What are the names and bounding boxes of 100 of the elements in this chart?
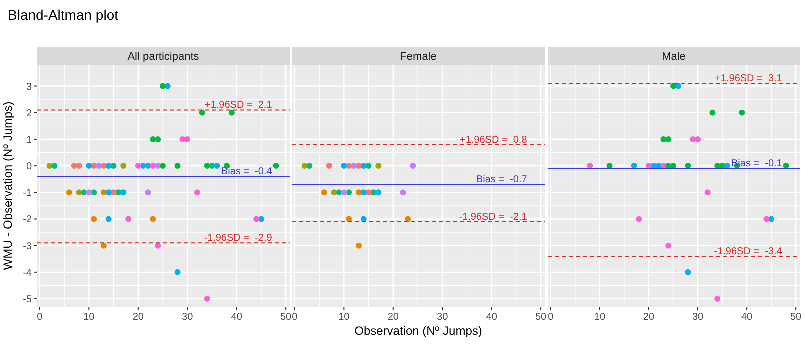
x-tick-label: 30 (182, 312, 194, 323)
y-axis-title: WMU - Observation (Nº Jumps) (1, 102, 15, 270)
point (76, 190, 82, 196)
point (174, 269, 181, 276)
point (150, 163, 156, 170)
point (120, 190, 127, 196)
point (739, 110, 746, 116)
ref-line-label: -1.96SD = -3.4 (714, 246, 783, 258)
point (302, 163, 308, 170)
point (695, 136, 702, 142)
point (100, 242, 107, 249)
point (666, 136, 672, 142)
point (66, 190, 72, 196)
ref-line-label: +1.96SD = 2.1 (205, 100, 273, 112)
x-axis-title: Observation (Nº Jumps) (354, 324, 482, 338)
point (155, 242, 162, 249)
point (214, 163, 220, 170)
point (376, 190, 382, 196)
point (400, 190, 406, 196)
point (670, 83, 677, 90)
point (52, 163, 58, 170)
chart-subtitle: All participants (128, 51, 200, 63)
y-tick-label: 2 (26, 108, 32, 120)
point (91, 216, 98, 222)
point (86, 163, 92, 170)
point (764, 216, 770, 222)
point (180, 136, 186, 142)
x-tick-label: 40 (231, 312, 243, 323)
x-tick-label: 10 (594, 312, 606, 323)
y-tick-label: -1 (23, 188, 32, 200)
point (96, 163, 102, 170)
x-tick-label: 0 (292, 312, 298, 323)
point (194, 190, 200, 196)
point (120, 163, 127, 170)
point (685, 269, 692, 276)
point (351, 163, 358, 170)
point (106, 190, 112, 196)
y-tick-label: 0 (26, 162, 32, 173)
point (86, 190, 92, 196)
point (341, 163, 348, 170)
x-tick-label: 40 (741, 312, 754, 323)
point (160, 163, 166, 170)
point (76, 163, 82, 170)
point (228, 110, 235, 116)
point (636, 216, 642, 222)
x-tick-label: 20 (132, 312, 144, 323)
point (199, 110, 206, 116)
point (356, 242, 362, 249)
point (366, 190, 372, 196)
point (184, 136, 191, 142)
point (360, 190, 367, 196)
x-tick-label: 50 (280, 312, 292, 323)
x-tick-label: 20 (643, 312, 655, 323)
x-tick-label: 0 (37, 312, 44, 323)
point (106, 163, 112, 170)
point (321, 190, 328, 196)
y-tick-label: -5 (23, 294, 32, 306)
ref-line-label: -1.96SD = -2.1 (459, 212, 528, 223)
x-tick-label: 10 (84, 312, 96, 323)
y-tick-label: 3 (26, 82, 32, 93)
x-tick-label: 30 (437, 312, 449, 323)
point (150, 216, 156, 222)
y-tick-label: 1 (26, 134, 32, 146)
x-tick-label: 40 (486, 312, 498, 323)
x-tick-label: 10 (338, 312, 350, 323)
point (126, 216, 132, 222)
y-tick-label: -4 (23, 268, 32, 279)
point (666, 242, 672, 249)
point (306, 163, 313, 170)
point (714, 296, 721, 302)
x-tick-label: 0 (548, 312, 554, 323)
chart-subtitle: Male (662, 51, 686, 63)
point (326, 163, 332, 170)
x-tick-label: 30 (692, 312, 704, 323)
point (174, 163, 181, 170)
x-tick-label: 20 (388, 312, 400, 323)
y-tick-label: -2 (23, 214, 32, 226)
point (273, 163, 280, 170)
chart-subtitle: Female (400, 51, 437, 63)
chart-title: Bland-Altman plot (8, 7, 119, 23)
ref-line-label: Bias = -0.1 (732, 158, 783, 170)
point (155, 136, 162, 142)
ref-line-label: Bias = -0.4 (221, 166, 273, 178)
point (710, 110, 716, 116)
point (46, 163, 53, 170)
x-tick-label: 50 (790, 312, 802, 323)
point (346, 216, 352, 222)
point (360, 216, 367, 222)
ref-line-label: -1.96SD = -2.9 (204, 233, 273, 244)
point (160, 83, 166, 90)
y-tick-label: -3 (23, 241, 32, 252)
ref-line-label: +1.96SD = 0.8 (460, 134, 528, 146)
point (376, 163, 382, 170)
point (71, 163, 78, 170)
point (410, 163, 416, 170)
point (106, 216, 112, 222)
point (145, 190, 152, 196)
point (204, 296, 210, 302)
point (405, 216, 412, 222)
point (110, 190, 117, 196)
